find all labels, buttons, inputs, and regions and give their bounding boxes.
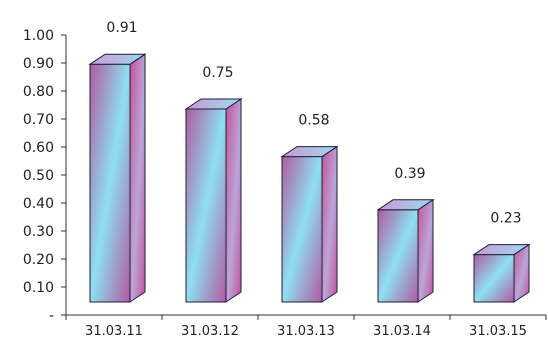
- y-tick-label: 0.90: [23, 56, 54, 72]
- x-tick-label: 31.03.13: [277, 324, 335, 339]
- bar-front: [185, 108, 227, 303]
- x-tick-label: 31.03.15: [469, 324, 527, 339]
- bar: [88, 53, 147, 303]
- bar-front: [89, 63, 131, 303]
- x-tick-label: 31.03.12: [181, 324, 239, 339]
- x-axis: 31.03.11 31.03.12 31.03.13 31.03.14 31.03.15: [65, 314, 547, 339]
- bar-top: [472, 244, 531, 256]
- data-labels: 0.91 0.75 0.58 0.39 0.23: [106, 20, 521, 226]
- bar-top: [280, 146, 339, 158]
- y-tick-label: 0.20: [23, 252, 54, 268]
- x-tick-label: 31.03.14: [373, 324, 431, 339]
- bar-side: [417, 198, 434, 303]
- y-tick-label: 0.50: [23, 168, 54, 184]
- bar-side: [321, 145, 338, 303]
- bar-top: [376, 199, 435, 211]
- x-tick-label: 31.03.11: [85, 324, 143, 339]
- bar-top: [184, 98, 243, 110]
- bar-front: [473, 254, 515, 303]
- y-tick-label: 0.30: [23, 224, 54, 240]
- data-label: 0.91: [106, 20, 137, 36]
- data-label: 0.39: [394, 166, 425, 182]
- bar-top: [88, 53, 147, 65]
- y-axis: - 0.10 0.20 0.30 0.40 0.50 0.60 0.70 0.80 0.90 1.0…: [23, 28, 67, 324]
- bar-front: [377, 209, 419, 303]
- bar: [184, 98, 243, 303]
- y-tick-label: 0.10: [23, 280, 54, 296]
- y-tick-label: 0.60: [23, 140, 54, 156]
- y-tick-label: 0.70: [23, 112, 54, 128]
- bar-side: [129, 53, 146, 303]
- bar: [472, 243, 531, 303]
- bar-side: [225, 98, 242, 303]
- data-label: 0.58: [298, 113, 329, 129]
- data-label: 0.23: [490, 211, 521, 227]
- bar-front: [281, 156, 323, 303]
- bar: [280, 145, 339, 303]
- bar: [376, 198, 435, 303]
- y-tick-label: 0.80: [23, 84, 54, 100]
- y-tick-label: -: [49, 308, 54, 324]
- bars: [88, 53, 531, 303]
- y-tick-label: 0.40: [23, 196, 54, 212]
- data-label: 0.75: [202, 65, 233, 81]
- y-tick-label: 1.00: [23, 28, 54, 44]
